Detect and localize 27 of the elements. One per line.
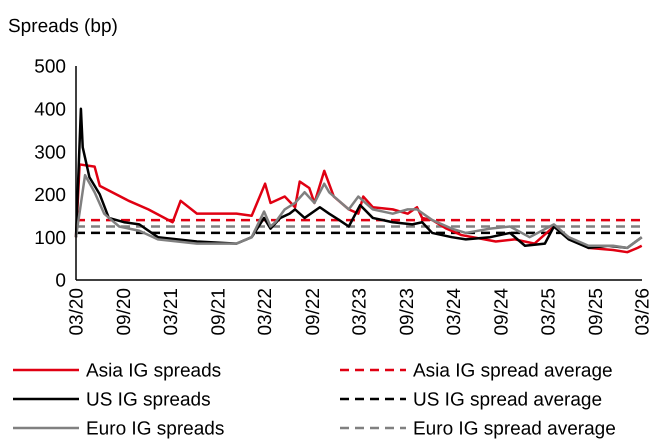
line-series [74,174,643,250]
x-tick-label: 09/24 [492,288,513,336]
y-tick-label: 200 [34,185,66,206]
x-tick-label: 09/21 [208,288,230,336]
y-tick-label: 300 [34,142,66,164]
y-tick-label: 100 [34,228,66,249]
x-tick-label: 03/25 [538,288,560,336]
legend-label: Euro IG spreads [86,418,224,440]
legend-label: US IG spread average [413,390,602,411]
legend-label: US IG spreads [86,390,211,411]
x-tick-label: 03/21 [160,288,182,336]
legend-label: Asia IG spread average [413,360,613,382]
x-tick-label: 03/26 [632,288,654,336]
x-tick-label: 09/23 [397,288,418,336]
y-axis-title: Spreads (bp) [8,16,118,37]
x-tick-label: 03/24 [444,288,466,336]
x-tick-label: 09/25 [586,288,607,336]
x-tick-label: 03/23 [350,288,371,336]
x-tick-label: 09/22 [302,288,324,336]
x-tick-label: 09/20 [114,288,136,336]
x-tick-label: 03/20 [66,288,88,336]
y-tick-label: 500 [34,56,66,78]
y-tick-label: 0 [55,270,66,292]
x-tick-label: 03/22 [255,288,276,336]
legend-label: Euro IG spread average [413,418,616,440]
y-tick-label: 400 [34,99,66,120]
legend-label: Asia IG spreads [86,360,222,382]
